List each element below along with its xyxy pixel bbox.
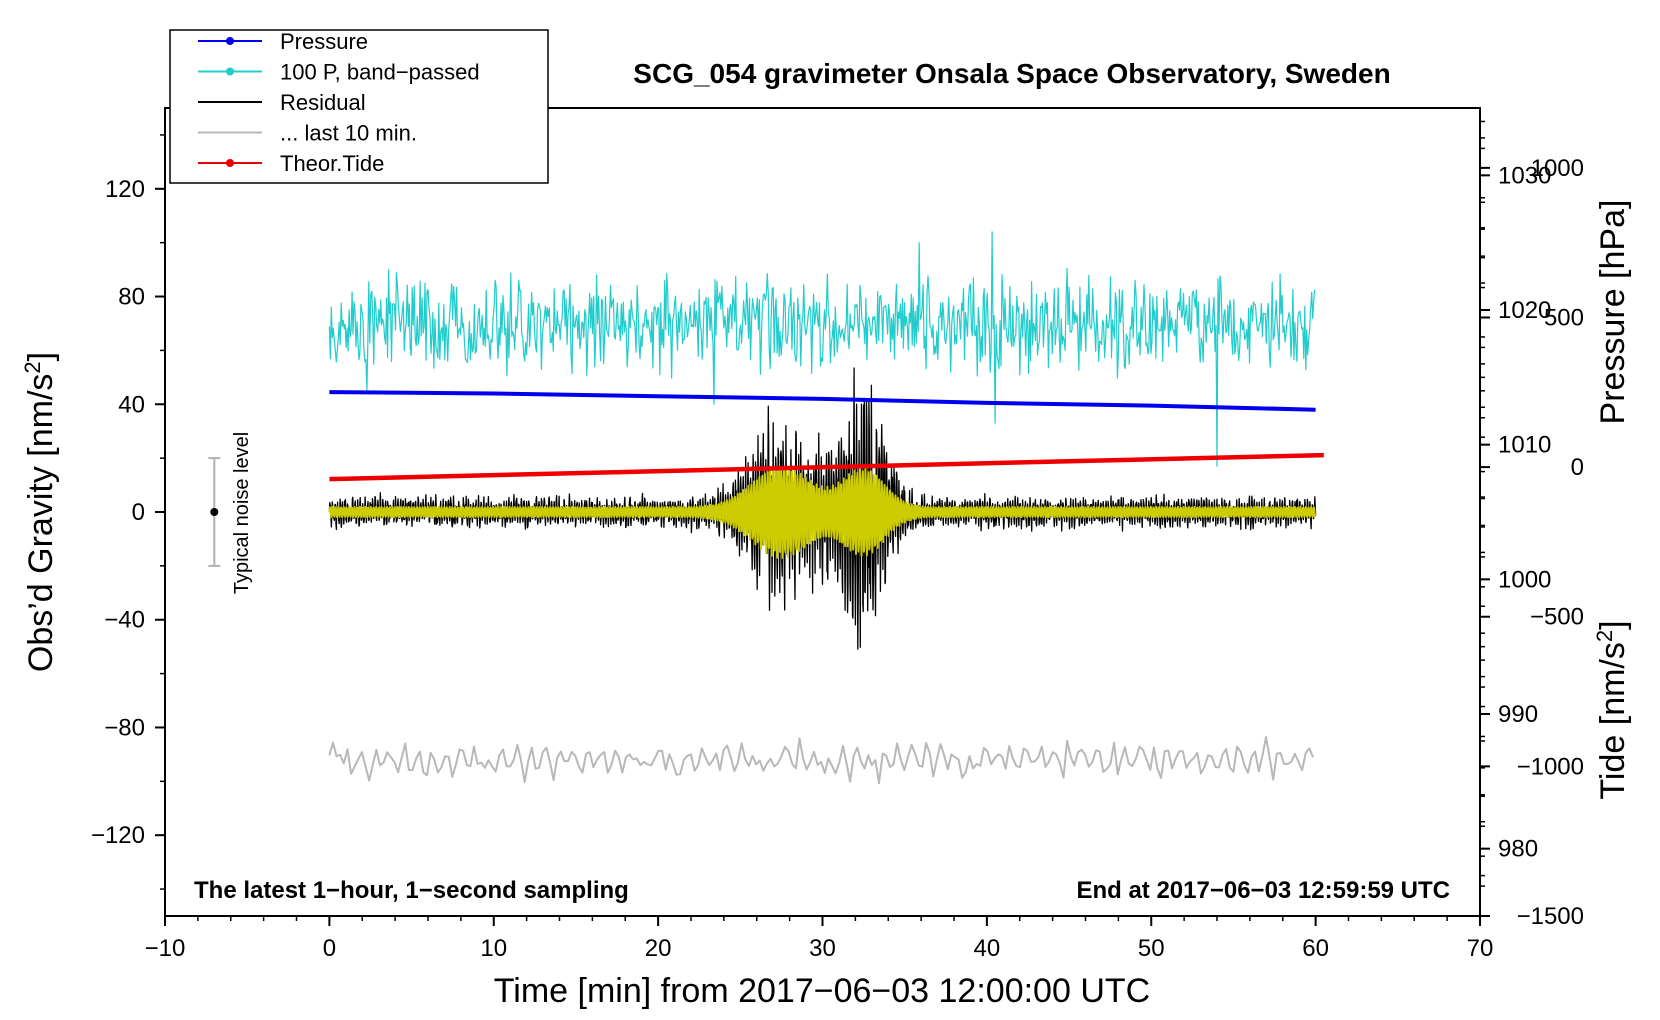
x-tick-label-4: 30 — [809, 935, 836, 962]
annotation-end-time: End at 2017−06−03 12:59:59 UTC — [1076, 877, 1450, 904]
noise-level-label: Typical noise level — [231, 432, 253, 594]
y-left-tick-label-6: −120 — [91, 822, 145, 849]
y-axis-label-left-text: Obs’d Gravity [nm/s — [22, 374, 60, 673]
series-pressure-band-passed — [328, 231, 1316, 467]
y-axis-label-left: Obs’d Gravity [nm/s2] — [20, 352, 60, 672]
y-pressure-tick-label-1: 1020 — [1498, 297, 1551, 324]
x-tick-label-5: 40 — [974, 935, 1001, 962]
y-tide-tick-label-5: −1500 — [1517, 903, 1584, 930]
noise-center-dot — [210, 508, 219, 516]
noise-level-indicator — [208, 457, 221, 567]
series-theoretical-tide — [329, 452, 1324, 482]
legend-label-2: Residual — [280, 90, 366, 115]
x-tick-label-7: 60 — [1302, 935, 1329, 962]
series-residual-filtered — [328, 466, 1317, 559]
y-pressure-tick-label-2: 1010 — [1498, 432, 1551, 459]
axes-layer: −10 0 10 20 30 40 50 60 7012080400−40−80−1201030… — [91, 120, 1584, 962]
y-tide-tick-label-3: −500 — [1530, 604, 1584, 631]
y-tide-tick-label-1: 500 — [1544, 304, 1584, 331]
series-residual — [328, 367, 1317, 650]
legend: Pressure 100 P, band−passed Residual ... la… — [169, 29, 549, 184]
y-axis-label-tide-end: ] — [1594, 620, 1632, 629]
legend-label-3: ... last 10 min. — [280, 121, 417, 146]
x-tick-label-1: 0 — [323, 935, 336, 962]
y-axis-label-tide-text: Tide [nm/s — [1594, 642, 1632, 799]
y-axis-label-left-end: ] — [22, 352, 60, 361]
y-axis-label-pressure: Pressure [hPa] — [1594, 200, 1632, 425]
y-axis-label-tide: Tide [nm/s2] — [1592, 620, 1632, 799]
x-tick-label-2: 10 — [480, 935, 507, 962]
x-axis-label: Time [min] from 2017−06−03 12:00:00 UTC — [494, 972, 1150, 1010]
legend-label-0: Pressure — [280, 29, 368, 54]
x-tick-label-6: 50 — [1138, 935, 1165, 962]
legend-marker-0 — [226, 37, 234, 45]
legend-label-4: Theor.Tide — [280, 151, 384, 176]
y-pressure-tick-label-4: 990 — [1498, 701, 1538, 728]
y-left-tick-label-5: −80 — [104, 714, 145, 741]
data-layer — [328, 231, 1324, 785]
y-pressure-tick-label-0: 1030 — [1498, 162, 1551, 189]
chart-title: SCG_054 gravimeter Onsala Space Observat… — [633, 58, 1390, 89]
legend-label-1: 100 P, band−passed — [280, 60, 480, 85]
y-axis-label-left-sup: 2 — [20, 361, 45, 373]
y-left-tick-label-3: 0 — [132, 499, 145, 526]
legend-box — [169, 29, 549, 184]
y-pressure-tick-label-3: 1000 — [1498, 566, 1551, 593]
series-pressure — [329, 390, 1316, 412]
y-left-tick-label-1: 80 — [118, 284, 145, 311]
annotation-sampling: The latest 1−hour, 1−second sampling — [194, 877, 629, 904]
y-pressure-tick-label-5: 980 — [1498, 836, 1538, 863]
y-tide-tick-label-0: 1000 — [1531, 155, 1584, 182]
y-left-tick-label-2: 40 — [118, 391, 145, 418]
x-tick-label-0: −10 — [145, 935, 186, 962]
y-axis-label-tide-sup: 2 — [1592, 630, 1617, 642]
x-tick-label-3: 20 — [645, 935, 672, 962]
y-tide-tick-label-4: −1000 — [1517, 753, 1584, 780]
x-tick-label-8: 70 — [1467, 935, 1494, 962]
series-last-10-min — [328, 736, 1314, 785]
legend-marker-4 — [226, 159, 234, 167]
y-left-tick-label-4: −40 — [104, 607, 145, 634]
y-tide-tick-label-2: 0 — [1571, 454, 1584, 481]
legend-marker-1 — [226, 67, 234, 76]
y-left-tick-label-0: 120 — [105, 176, 145, 203]
